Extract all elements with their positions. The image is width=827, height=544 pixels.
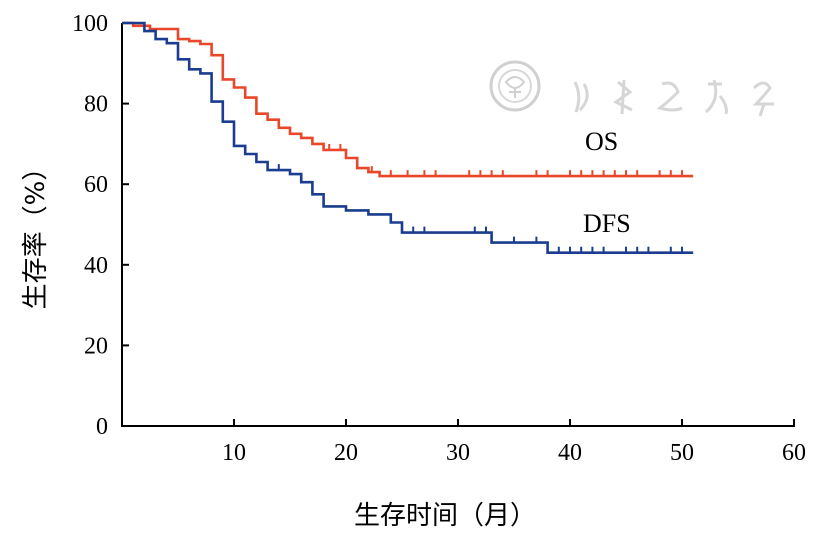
- y-tick-label: 100: [72, 11, 108, 37]
- y-tick-label: 40: [84, 253, 108, 279]
- x-tick-label: 30: [446, 440, 470, 466]
- y-axis-title: 生存率（%）: [21, 155, 51, 310]
- axes: [121, 23, 795, 427]
- series-layer: [122, 21, 694, 254]
- x-tick-label: 60: [782, 440, 806, 466]
- y-tick-label: 60: [84, 172, 108, 198]
- watermark-calligraphy: [573, 79, 774, 117]
- y-tick-label: 20: [84, 333, 108, 359]
- y-tick-label: 80: [84, 92, 108, 118]
- x-axis-title: 生存时间（月）: [354, 501, 536, 531]
- x-tick-label: 20: [334, 440, 358, 466]
- x-tick-label: 10: [222, 440, 246, 466]
- x-tick-label: 40: [558, 440, 582, 466]
- series-label-os: OS: [585, 127, 618, 156]
- series-label-dfs: DFS: [583, 209, 631, 238]
- x-axis-ticks: 10 20 30 40 50 60: [222, 419, 806, 466]
- x-tick-label: 50: [670, 440, 694, 466]
- series-os: [122, 21, 694, 178]
- series-line-os: [122, 21, 694, 178]
- y-axis-ticks: 0 20 40 60 80 100: [72, 11, 129, 440]
- series-line-dfs: [122, 21, 694, 254]
- y-tick-label: 0: [96, 414, 108, 440]
- watermark-logo: [489, 60, 541, 112]
- series-dfs: [122, 21, 694, 254]
